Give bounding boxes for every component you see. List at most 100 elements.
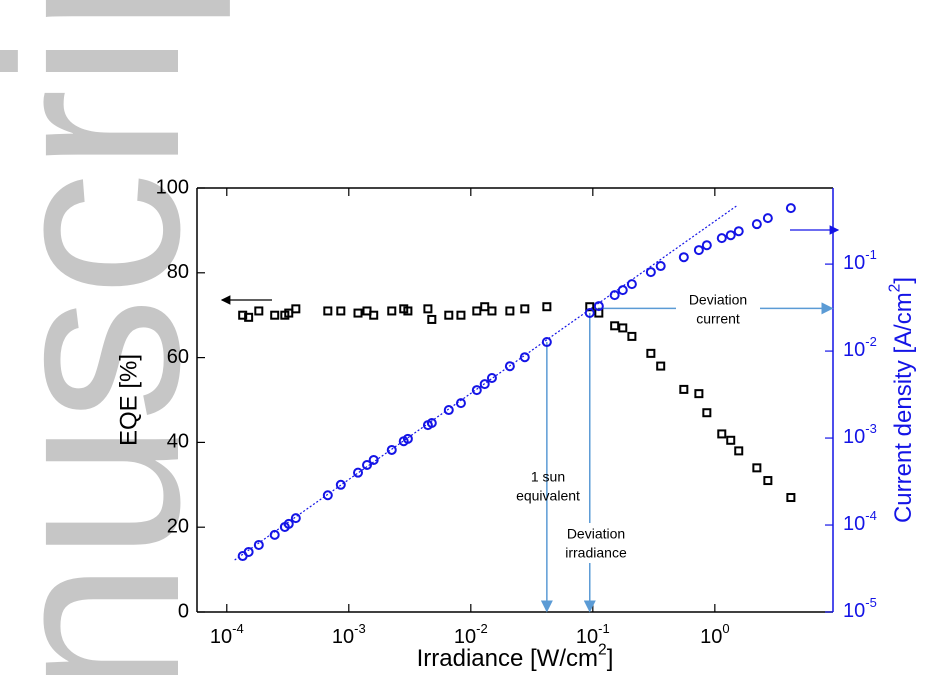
y-tick-label: 20: [167, 515, 189, 537]
data-point: [519, 352, 530, 363]
data-point: [786, 493, 796, 503]
data-point: [426, 417, 437, 428]
data-point: [362, 459, 373, 470]
data-point: [472, 306, 482, 316]
data-point: [269, 529, 280, 540]
y-tick-label: 80: [167, 261, 189, 283]
data-point: [283, 518, 294, 529]
annotation-text: Deviation: [689, 292, 747, 308]
data-point: [471, 385, 482, 396]
data-point: [751, 219, 762, 230]
data-point: [270, 310, 280, 320]
data-point: [542, 302, 552, 312]
y-axis-title: EQE [%]: [115, 354, 142, 446]
data-point: [323, 306, 333, 316]
data-point: [694, 389, 704, 399]
y-tick-label: 100: [156, 176, 189, 198]
data-point: [291, 304, 301, 314]
annotation-text: current: [696, 311, 740, 327]
watermark: nuscript: [0, 0, 231, 675]
data-point: [725, 230, 736, 241]
data-point: [353, 308, 363, 318]
data-point: [244, 312, 254, 322]
x-tick-label: 10-1: [576, 621, 610, 648]
x-tick-label: 10-4: [210, 621, 244, 648]
data-point: [444, 310, 454, 320]
data-point: [541, 337, 552, 348]
data-point: [504, 361, 515, 372]
data-point: [701, 240, 712, 251]
data-point: [369, 310, 379, 320]
data-point: [645, 267, 656, 278]
data-point: [368, 454, 379, 465]
fit-line: [234, 204, 739, 561]
data-point: [585, 302, 595, 312]
data-point: [656, 361, 666, 371]
data-point: [733, 226, 744, 237]
data-point: [387, 306, 397, 316]
data-point: [693, 245, 704, 256]
data-point: [455, 398, 466, 409]
data-point: [646, 348, 656, 358]
data-point: [427, 314, 437, 324]
data-point: [716, 233, 727, 244]
data-point: [593, 301, 604, 312]
data-point: [762, 213, 773, 224]
data-point: [702, 408, 712, 418]
y-tick-label: 0: [178, 600, 189, 622]
data-point: [386, 444, 397, 455]
y-tick-label: 60: [167, 346, 189, 368]
annotation-text: 1 sun: [531, 469, 565, 485]
annotation-box: [554, 523, 638, 563]
annotation-text: Deviation: [567, 526, 625, 542]
data-point: [734, 446, 744, 456]
data-point: [443, 405, 454, 416]
data-point: [617, 285, 628, 296]
data-point: [785, 203, 796, 214]
x-axis-title: Irradiance [W/cm2]: [417, 642, 614, 673]
data-point: [322, 490, 333, 501]
y2-tick-label: 10-4: [843, 508, 877, 535]
data-point: [254, 306, 264, 316]
data-point: [717, 429, 727, 439]
data-point: [752, 463, 762, 473]
data-point: [726, 435, 736, 445]
data-point: [655, 261, 666, 272]
y-tick-label: 40: [167, 431, 189, 453]
x-tick-label: 10-3: [332, 621, 366, 648]
data-point: [456, 310, 466, 320]
data-point: [505, 306, 515, 316]
annotation-text: equivalent: [516, 488, 580, 504]
data-point: [610, 321, 620, 331]
data-point: [627, 331, 637, 341]
x-tick-label: 10-2: [454, 621, 488, 648]
data-point: [486, 373, 497, 384]
data-point: [423, 304, 433, 314]
data-point: [243, 546, 254, 557]
data-point: [353, 467, 364, 478]
data-point: [253, 539, 264, 550]
data-point: [336, 306, 346, 316]
y2-tick-label: 10-5: [843, 595, 877, 622]
y2-tick-label: 10-2: [843, 335, 877, 362]
data-point: [238, 310, 248, 320]
data-point: [520, 304, 530, 314]
y2-tick-label: 10-1: [843, 248, 877, 275]
data-point: [335, 479, 346, 490]
data-point: [402, 433, 413, 444]
data-point: [618, 323, 628, 333]
data-point: [487, 306, 497, 316]
data-point: [480, 302, 490, 312]
data-point: [626, 279, 637, 290]
y2-axis-title: Current density [A/cm2]: [887, 277, 918, 523]
annotation-text: irradiance: [565, 545, 627, 561]
data-point: [584, 308, 595, 319]
data-point: [678, 252, 689, 263]
data-point: [290, 513, 301, 524]
annotation-box: [676, 289, 760, 329]
data-point: [479, 379, 490, 390]
data-point: [403, 306, 413, 316]
data-point: [679, 384, 689, 394]
data-point: [763, 476, 773, 486]
